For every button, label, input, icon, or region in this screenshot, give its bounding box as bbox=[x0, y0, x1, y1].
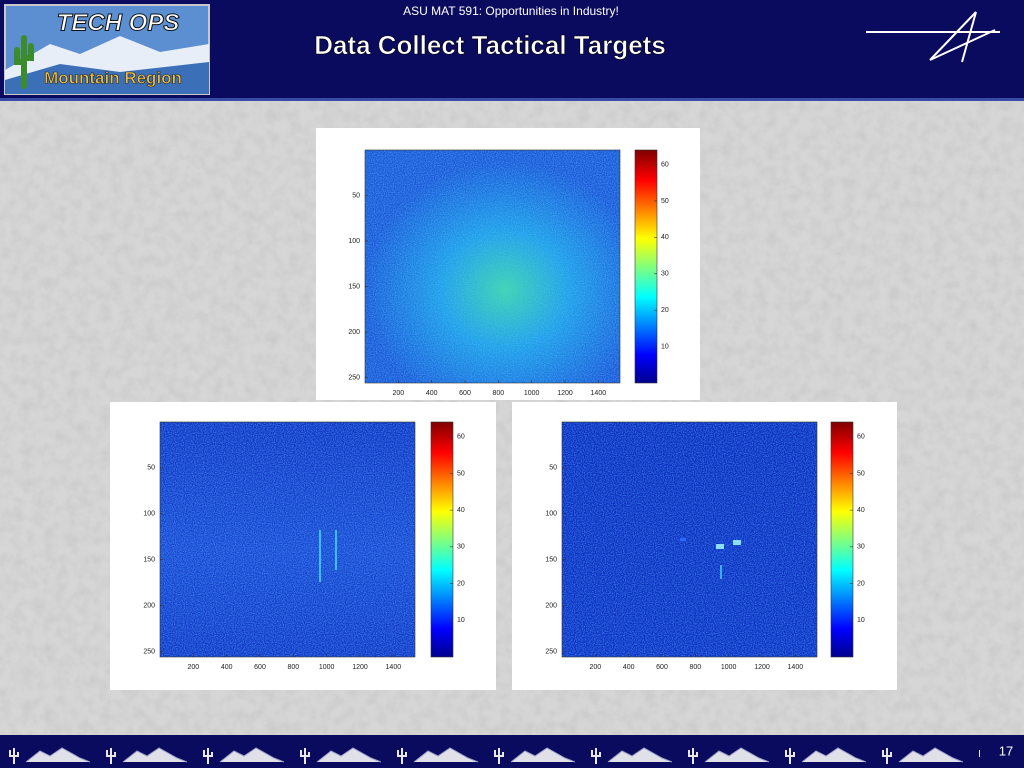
x-tick-label: 1000 bbox=[721, 664, 737, 671]
colorbar bbox=[430, 421, 454, 658]
plot-frame bbox=[364, 149, 621, 384]
heatmap-speckle bbox=[365, 150, 620, 383]
y-tick-label: 150 bbox=[143, 557, 155, 564]
colorbar-tick-label: 40 bbox=[457, 507, 465, 514]
x-tick-label: 600 bbox=[254, 664, 266, 671]
logo-top: TECH OPS bbox=[57, 9, 180, 36]
heatmap-figure: 200 400 600 800 1000 1200 1400 50 100 150 200 250 10… bbox=[110, 402, 496, 690]
y-tick-label: 100 bbox=[143, 511, 155, 518]
colorbar-tick-label: 20 bbox=[457, 580, 465, 587]
heatmap-speckle bbox=[160, 422, 415, 657]
footer-decoration bbox=[0, 736, 980, 768]
x-tick-label: 400 bbox=[221, 664, 233, 671]
heatmap-figure: 200 400 600 800 1000 1200 1400 50 100 150 200 250 10… bbox=[512, 402, 897, 690]
x-tick-label: 1200 bbox=[754, 664, 770, 671]
y-tick-label: 50 bbox=[352, 192, 360, 199]
colorbar-tick-label: 60 bbox=[857, 434, 865, 441]
corporate-mark bbox=[866, 11, 1000, 63]
plot-frame bbox=[159, 421, 416, 658]
colorbar-tick-label: 50 bbox=[457, 470, 465, 477]
heatmap-feature bbox=[733, 540, 741, 545]
logo-bottom: Mountain Region bbox=[44, 68, 182, 87]
y-tick-label: 200 bbox=[143, 602, 155, 609]
plot-frame bbox=[561, 421, 818, 658]
y-tick-label: 250 bbox=[143, 648, 155, 655]
x-tick-label: 400 bbox=[426, 390, 438, 397]
x-tick-label: 1400 bbox=[788, 664, 804, 671]
colorbar-tick-label: 40 bbox=[661, 234, 669, 241]
y-tick-label: 250 bbox=[348, 374, 360, 381]
x-tick-label: 800 bbox=[287, 664, 299, 671]
x-tick-label: 800 bbox=[689, 664, 701, 671]
y-tick-label: 150 bbox=[545, 557, 557, 564]
heatmap-figure: 200 400 600 800 1000 1200 1400 50 100 150 200 250 10… bbox=[316, 128, 700, 400]
x-tick-label: 200 bbox=[589, 664, 601, 671]
x-tick-label: 1400 bbox=[591, 390, 607, 397]
heatmap-feature bbox=[720, 565, 722, 579]
colorbar-tick-label: 30 bbox=[857, 544, 865, 551]
colorbar-tick-label: 50 bbox=[661, 198, 669, 205]
x-tick-label: 600 bbox=[656, 664, 668, 671]
heatmap-speckle bbox=[562, 422, 817, 657]
page-number: 17 bbox=[999, 743, 1013, 758]
course-label: ASU MAT 591: Opportunities in Industry! bbox=[403, 4, 619, 18]
y-tick-label: 100 bbox=[348, 238, 360, 245]
colorbar-tick-label: 50 bbox=[857, 470, 865, 477]
x-tick-label: 800 bbox=[492, 390, 504, 397]
colorbar-tick-label: 20 bbox=[857, 580, 865, 587]
x-tick-label: 400 bbox=[623, 664, 635, 671]
y-tick-label: 200 bbox=[348, 329, 360, 336]
heatmap-feature bbox=[335, 530, 337, 570]
colorbar-tick-label: 60 bbox=[457, 434, 465, 441]
x-tick-label: 200 bbox=[187, 664, 199, 671]
x-tick-label: 1200 bbox=[352, 664, 368, 671]
colorbar-tick-label: 30 bbox=[661, 271, 669, 278]
colorbar-tick-label: 10 bbox=[857, 617, 865, 624]
x-tick-label: 1000 bbox=[524, 390, 540, 397]
x-tick-label: 200 bbox=[392, 390, 404, 397]
colorbar-tick-label: 40 bbox=[857, 507, 865, 514]
x-tick-label: 1000 bbox=[319, 664, 335, 671]
y-tick-label: 100 bbox=[545, 511, 557, 518]
heatmap-feature bbox=[319, 530, 321, 582]
colorbar-tick-label: 10 bbox=[457, 617, 465, 624]
colorbar bbox=[634, 149, 658, 384]
y-tick-label: 150 bbox=[348, 283, 360, 290]
colorbar-tick-label: 10 bbox=[661, 343, 669, 350]
heatmap-feature bbox=[716, 544, 724, 549]
y-tick-label: 250 bbox=[545, 648, 557, 655]
y-tick-label: 50 bbox=[549, 465, 557, 472]
colorbar-tick-label: 60 bbox=[661, 161, 669, 168]
charts: 200 400 600 800 1000 1200 1400 50 100 150 200 250 10… bbox=[110, 128, 897, 690]
x-tick-label: 1400 bbox=[386, 664, 402, 671]
logo: TECH OPS Mountain Region bbox=[4, 4, 210, 95]
x-tick-label: 600 bbox=[459, 390, 471, 397]
heatmap-feature bbox=[680, 538, 686, 541]
y-tick-label: 200 bbox=[545, 602, 557, 609]
colorbar-tick-label: 30 bbox=[457, 544, 465, 551]
y-tick-label: 50 bbox=[147, 465, 155, 472]
slide-title: Data Collect Tactical Targets bbox=[314, 30, 666, 60]
header-rule bbox=[0, 98, 1024, 101]
x-tick-label: 1200 bbox=[557, 390, 573, 397]
colorbar bbox=[830, 421, 854, 658]
colorbar-tick-label: 20 bbox=[661, 307, 669, 314]
